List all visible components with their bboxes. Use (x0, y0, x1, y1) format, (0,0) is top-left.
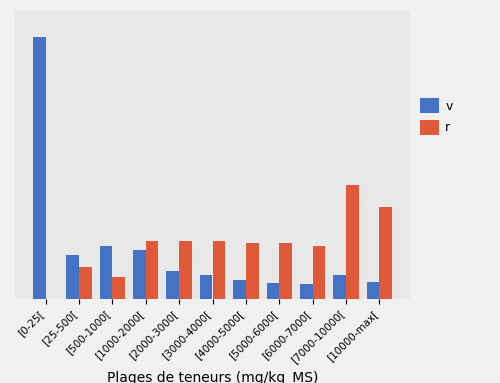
Bar (179, 241, 192, 299)
Legend: v, r: v, r (420, 98, 452, 135)
Bar (66, 255, 79, 299)
Bar (212, 241, 225, 299)
Bar (233, 280, 246, 299)
Bar (200, 275, 212, 299)
Bar (312, 246, 326, 299)
Bar (334, 275, 346, 299)
Bar (279, 243, 292, 299)
X-axis label: Plages de teneurs (mg/kg_MS): Plages de teneurs (mg/kg_MS) (107, 371, 318, 383)
Bar (33, 37, 46, 299)
Bar (146, 241, 158, 299)
Bar (166, 271, 179, 299)
Bar (79, 267, 92, 299)
Bar (266, 283, 279, 299)
Bar (246, 243, 258, 299)
Bar (366, 282, 380, 299)
Bar (100, 246, 112, 299)
Bar (346, 185, 358, 299)
Bar (133, 250, 146, 299)
Bar (300, 284, 312, 299)
Bar (112, 277, 125, 299)
Bar (380, 208, 392, 299)
